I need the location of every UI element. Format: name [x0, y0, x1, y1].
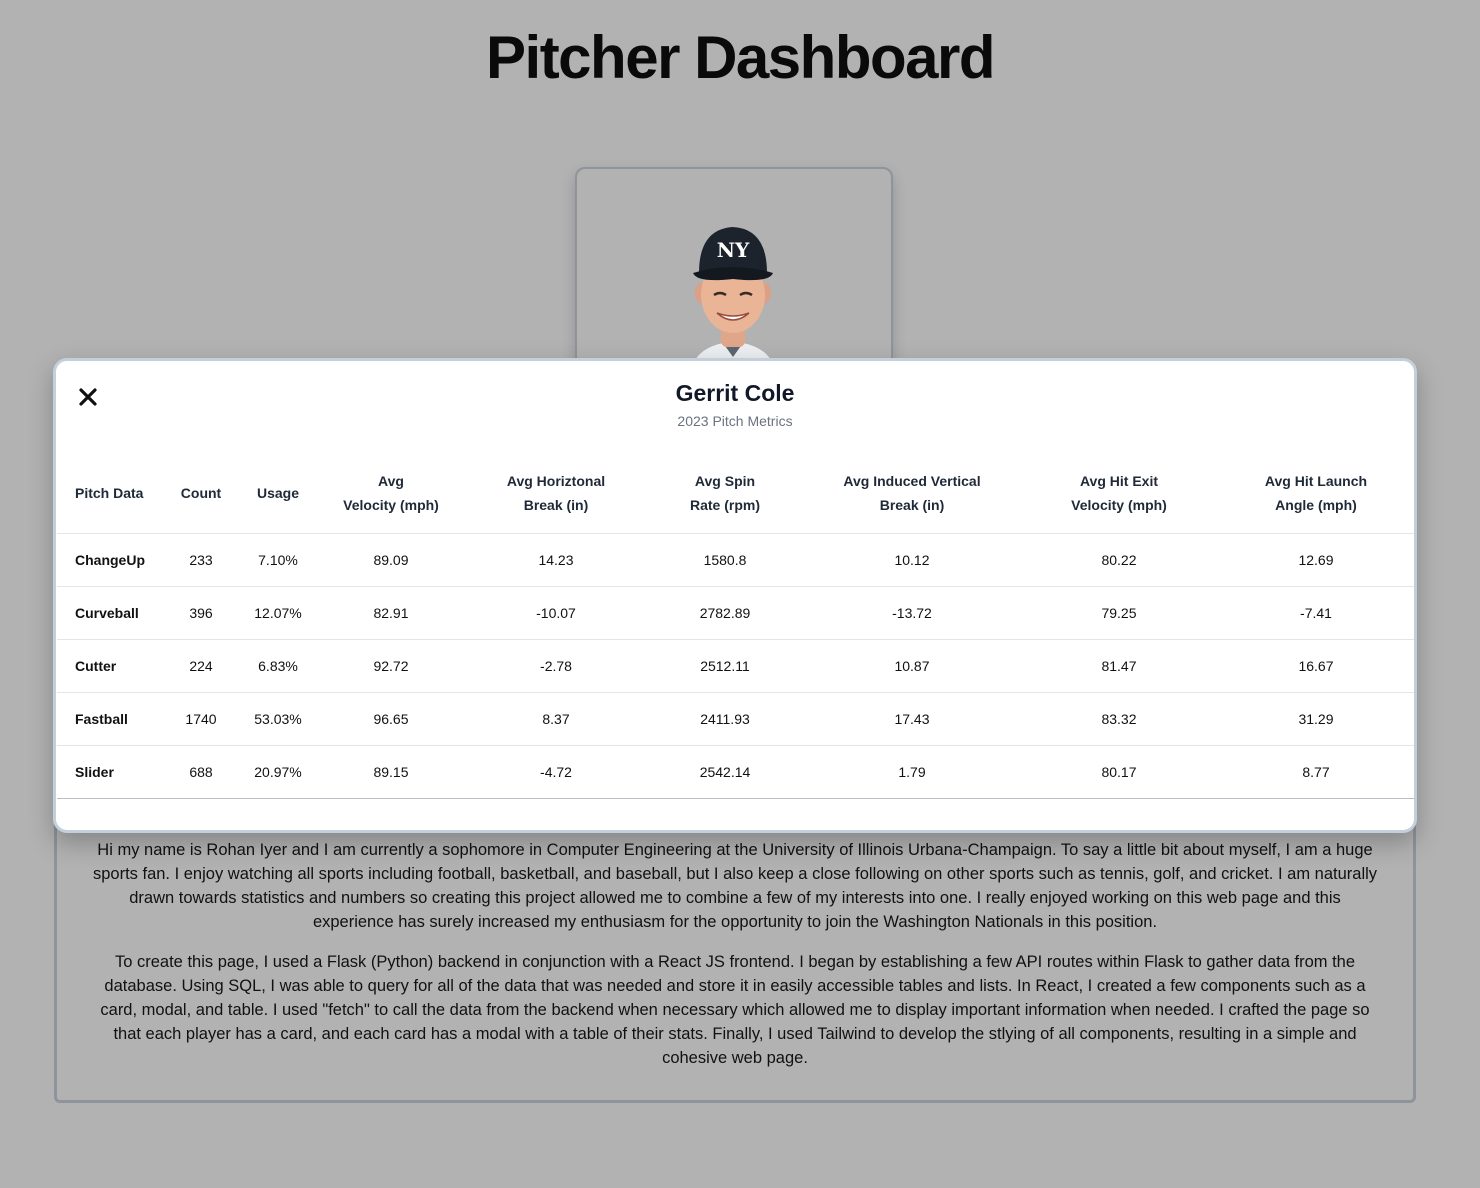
table-cell: 12.07% — [239, 586, 317, 640]
column-header: Avg Hit Exit Velocity (mph) — [1021, 453, 1217, 534]
table-cell: 1580.8 — [647, 533, 803, 587]
player-name: Gerrit Cole — [675, 380, 795, 406]
table-cell: -13.72 — [803, 586, 1021, 640]
table-cell: 83.32 — [1021, 692, 1217, 746]
table-cell: 2782.89 — [647, 586, 803, 640]
column-header-line: Velocity (mph) — [1071, 497, 1167, 513]
close-button[interactable] — [74, 383, 102, 411]
table-cell: 8.37 — [465, 692, 647, 746]
table-cell: 80.22 — [1021, 533, 1217, 587]
table-cell: 79.25 — [1021, 586, 1217, 640]
about-paragraph-2: To create this page, I used a Flask (Pyt… — [100, 953, 1370, 1067]
table-cell: 81.47 — [1021, 639, 1217, 693]
table-cell: 8.77 — [1217, 745, 1414, 799]
pitch-type-cell: ChangeUp — [57, 533, 163, 587]
table-cell: 396 — [163, 586, 239, 640]
table-cell: 2512.11 — [647, 639, 803, 693]
column-header: Avg Horiztonal Break (in) — [465, 453, 647, 534]
column-header: Count — [163, 453, 239, 534]
about-section: Hi my name is Rohan Iyer and I am curren… — [54, 790, 1416, 1103]
column-header-line: Velocity (mph) — [343, 497, 439, 513]
table-cell: 89.15 — [317, 745, 465, 799]
table-cell: 2411.93 — [647, 692, 803, 746]
table-cell: 1740 — [163, 692, 239, 746]
pitch-type-cell: Fastball — [57, 692, 163, 746]
table-cell: 7.10% — [239, 533, 317, 587]
table-cell: 6.83% — [239, 639, 317, 693]
table-cell: 92.72 — [317, 639, 465, 693]
column-header-line: Avg Spin — [694, 473, 756, 489]
table-cell: -4.72 — [465, 745, 647, 799]
table-cell: 53.03% — [239, 692, 317, 746]
pitch-type-cell: Cutter — [57, 639, 163, 693]
column-header-line: Break (in) — [523, 497, 589, 513]
column-header-line: Avg Hit Exit — [1079, 473, 1159, 489]
player-photo: NY — [692, 227, 774, 365]
pitch-type-cell: Curveball — [57, 586, 163, 640]
table-cell: 10.12 — [803, 533, 1021, 587]
table-cell: -10.07 — [465, 586, 647, 640]
pitch-metrics-modal: Gerrit Cole 2023 Pitch Metrics Pitch Dat… — [53, 358, 1417, 833]
close-icon — [79, 388, 97, 406]
column-header-line: Avg — [378, 473, 404, 489]
table-cell: 12.69 — [1217, 533, 1414, 587]
table-cell: 89.09 — [317, 533, 465, 587]
column-header-line: Count — [180, 485, 222, 501]
column-header: Avg Hit Launch Angle (mph) — [1217, 453, 1414, 534]
pitch-type-cell: Slider — [57, 745, 163, 799]
table-cell: 10.87 — [803, 639, 1021, 693]
table-cell: 16.67 — [1217, 639, 1414, 693]
table-cell: 224 — [163, 639, 239, 693]
column-header-line: Pitch Data — [75, 485, 144, 501]
table-row: Slider 688 20.97% 89.15 -4.72 2542.14 1.79 80.1… — [57, 745, 1414, 799]
table-cell: 31.29 — [1217, 692, 1414, 746]
column-header-line: Avg Hit Launch — [1264, 473, 1368, 489]
table-cell: 20.97% — [239, 745, 317, 799]
table-cell: -2.78 — [465, 639, 647, 693]
table-row: ChangeUp 233 7.10% 89.09 14.23 1580.8 10.12 80.… — [57, 533, 1414, 587]
column-header-line: Usage — [256, 485, 300, 501]
table-cell: 233 — [163, 533, 239, 587]
svg-text:NY: NY — [717, 238, 750, 262]
pitch-metrics-table: Pitch Data Count Usage Avg Velocity (mph) Avg… — [57, 453, 1414, 799]
column-header-line: Angle (mph) — [1275, 497, 1357, 513]
table-cell: 1.79 — [803, 745, 1021, 799]
page-title: Pitcher Dashboard — [486, 24, 995, 91]
column-header-line: Avg Horiztonal — [506, 473, 606, 489]
table-cell: -7.41 — [1217, 586, 1414, 640]
table-cell: 2542.14 — [647, 745, 803, 799]
table-row: Curveball 396 12.07% 82.91 -10.07 2782.89 -13.… — [57, 586, 1414, 640]
column-header: Usage — [239, 453, 317, 534]
column-header-line: Avg Induced Vertical — [843, 473, 981, 489]
table-cell: 688 — [163, 745, 239, 799]
column-header-line: Break (in) — [879, 497, 945, 513]
table-cell: 96.65 — [317, 692, 465, 746]
player-card[interactable]: NY — [575, 167, 893, 367]
column-header: Pitch Data — [57, 453, 163, 534]
about-paragraph-1: Hi my name is Rohan Iyer and I am curren… — [92, 841, 1378, 931]
table-row: Fastball 1740 53.03% 96.65 8.37 2411.93 17.43 8… — [57, 692, 1414, 746]
column-header-line: Rate (rpm) — [689, 497, 760, 513]
table-cell: 14.23 — [465, 533, 647, 587]
column-header: Avg Velocity (mph) — [317, 453, 465, 534]
table-header-row: Pitch Data Count Usage Avg Velocity (mph) Avg… — [57, 453, 1414, 534]
column-header: Avg Induced Vertical Break (in) — [803, 453, 1021, 534]
modal-subtitle: 2023 Pitch Metrics — [677, 413, 793, 429]
column-header: Avg Spin Rate (rpm) — [647, 453, 803, 534]
table-cell: 82.91 — [317, 586, 465, 640]
table-cell: 17.43 — [803, 692, 1021, 746]
table-row: Cutter 224 6.83% 92.72 -2.78 2512.11 10.87 81.4… — [57, 639, 1414, 693]
table-cell: 80.17 — [1021, 745, 1217, 799]
table-body: ChangeUp 233 7.10% 89.09 14.23 1580.8 10.12 80.… — [57, 533, 1414, 799]
